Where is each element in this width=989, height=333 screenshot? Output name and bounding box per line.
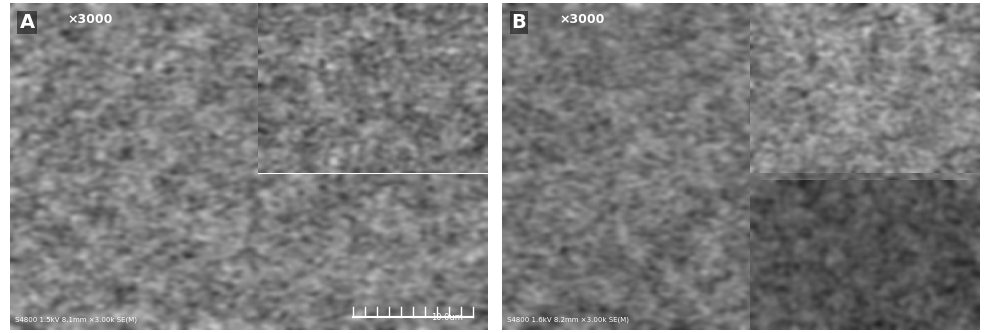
Text: ×3000: ×3000 <box>67 13 113 26</box>
Text: 10.0um: 10.0um <box>431 312 463 322</box>
Text: S4800 1.6kV 8.2mm ×3.00k SE(M): S4800 1.6kV 8.2mm ×3.00k SE(M) <box>506 317 629 323</box>
Text: ×3000: ×3000 <box>559 13 604 26</box>
Text: 10.0um: 10.0um <box>924 312 955 322</box>
Text: ×30000: ×30000 <box>272 13 326 26</box>
Text: A: A <box>20 13 35 32</box>
Text: S4800 1.5kV 8.1mm ×3.00k SE(M): S4800 1.5kV 8.1mm ×3.00k SE(M) <box>15 317 136 323</box>
Text: ×30000: ×30000 <box>764 13 819 26</box>
Text: B: B <box>511 13 526 32</box>
